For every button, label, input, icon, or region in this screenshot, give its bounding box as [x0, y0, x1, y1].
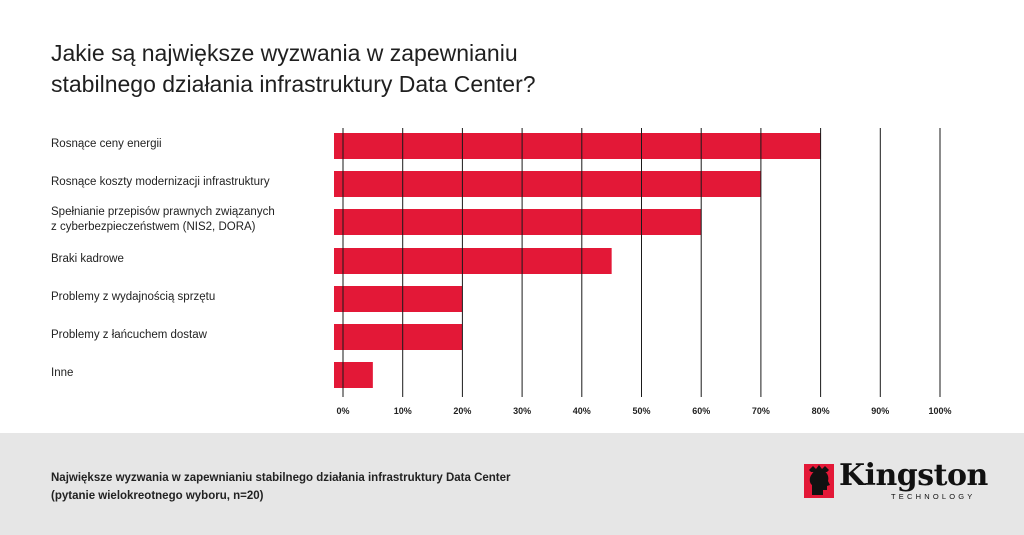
chart-title-line-1: Jakie są największe wyzwania w zapewnian… [51, 40, 518, 66]
category-label: Braki kadrowe [51, 252, 341, 267]
bar-1 [334, 171, 761, 197]
category-label-line: Problemy z łańcuchem dostaw [51, 328, 207, 341]
bar-4 [334, 286, 463, 312]
category-label-line: Inne [51, 366, 74, 379]
category-label-line: z cyberbezpieczeństwem (NIS2, DORA) [51, 221, 256, 233]
logo-wordmark: Kingston [839, 458, 988, 493]
x-tick-label: 50% [632, 406, 650, 416]
x-tick-label: 60% [692, 406, 710, 416]
bar-3 [334, 248, 612, 274]
x-tick-label: 30% [513, 406, 531, 416]
footnote-line-1: Największe wyzwania w zapewnianiu stabil… [51, 472, 511, 484]
category-label-line: Rosnące ceny energii [51, 137, 162, 150]
bar-0 [334, 133, 821, 159]
x-tick-label: 0% [336, 406, 349, 416]
bar-chart: 0% 10% 20% 30% 40% 50% 60% 70% 80% 90% 100% [334, 128, 952, 416]
category-label: Rosnące koszty modernizacji infrastruktu… [51, 175, 341, 190]
x-tick-label: 70% [752, 406, 770, 416]
x-tick-label: 100% [928, 406, 951, 416]
category-label-line: Rosnące koszty modernizacji infrastruktu… [51, 175, 270, 188]
x-tick-label: 10% [394, 406, 412, 416]
x-tick-label: 20% [453, 406, 471, 416]
kingston-head-icon [804, 464, 834, 498]
category-label-line: Braki kadrowe [51, 252, 124, 265]
kingston-logo: Kingston TECHNOLOGY [803, 459, 988, 505]
bar-6 [334, 362, 373, 388]
footnote-line-2: (pytanie wielokreotnego wyboru, n=20) [51, 490, 264, 502]
bar-2 [334, 209, 702, 235]
x-tick-label: 90% [871, 406, 889, 416]
category-label-line: Problemy z wydajnością sprzętu [51, 290, 216, 303]
footer-band: Największe wyzwania w zapewnianiu stabil… [0, 433, 1024, 535]
chart-title: Jakie są największe wyzwania w zapewnian… [51, 38, 671, 100]
category-label: Problemy z wydajnością sprzętu [51, 290, 341, 305]
chart-footnote: Największe wyzwania w zapewnianiu stabil… [51, 469, 511, 505]
x-tick-label: 80% [812, 406, 830, 416]
category-label-line: Spełnianie przepisów prawnych związanych [51, 206, 275, 218]
category-label: Spełnianie przepisów prawnych związanych… [51, 205, 341, 235]
category-label: Problemy z łańcuchem dostaw [51, 328, 341, 343]
logo-subtitle: TECHNOLOGY [891, 492, 976, 501]
x-tick-label: 40% [573, 406, 591, 416]
bar-5 [334, 324, 463, 350]
chart-title-line-2: stabilnego działania infrastruktury Data… [51, 71, 536, 97]
category-label: Rosnące ceny energii [51, 137, 341, 152]
category-label: Inne [51, 366, 341, 381]
